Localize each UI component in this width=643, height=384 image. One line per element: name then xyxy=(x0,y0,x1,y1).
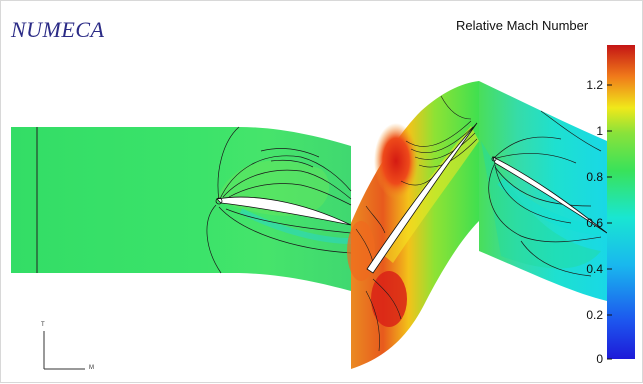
colorbar-tick-label: 0.4 xyxy=(586,262,603,276)
coordinate-triad xyxy=(43,331,85,370)
rotor-blade xyxy=(366,122,478,274)
colorbar-tick-label: 1.2 xyxy=(586,78,603,92)
outlet-blade xyxy=(492,156,608,234)
triad-axis-t-label: T xyxy=(41,322,45,328)
colorbar-gradient xyxy=(607,45,635,359)
colorbar-ticks xyxy=(607,84,612,360)
stator-blade xyxy=(216,196,352,226)
colorbar-title: Relative Mach Number xyxy=(456,18,589,33)
outlet-contour-lines xyxy=(488,110,602,277)
colorbar-tick-label: 1 xyxy=(596,124,603,138)
numeca-logo: NUMECA xyxy=(11,17,105,42)
stator-contour-lines xyxy=(206,126,352,274)
colorbar-tick-label: 0 xyxy=(596,352,603,366)
colorbar-tick-label: 0.2 xyxy=(586,308,603,322)
stator-passage xyxy=(11,127,351,291)
colorbar-tick-label: 0.8 xyxy=(586,170,603,184)
colorbar-tick-label: 0.6 xyxy=(586,216,603,230)
triad-axis-m-label: M xyxy=(89,365,94,371)
